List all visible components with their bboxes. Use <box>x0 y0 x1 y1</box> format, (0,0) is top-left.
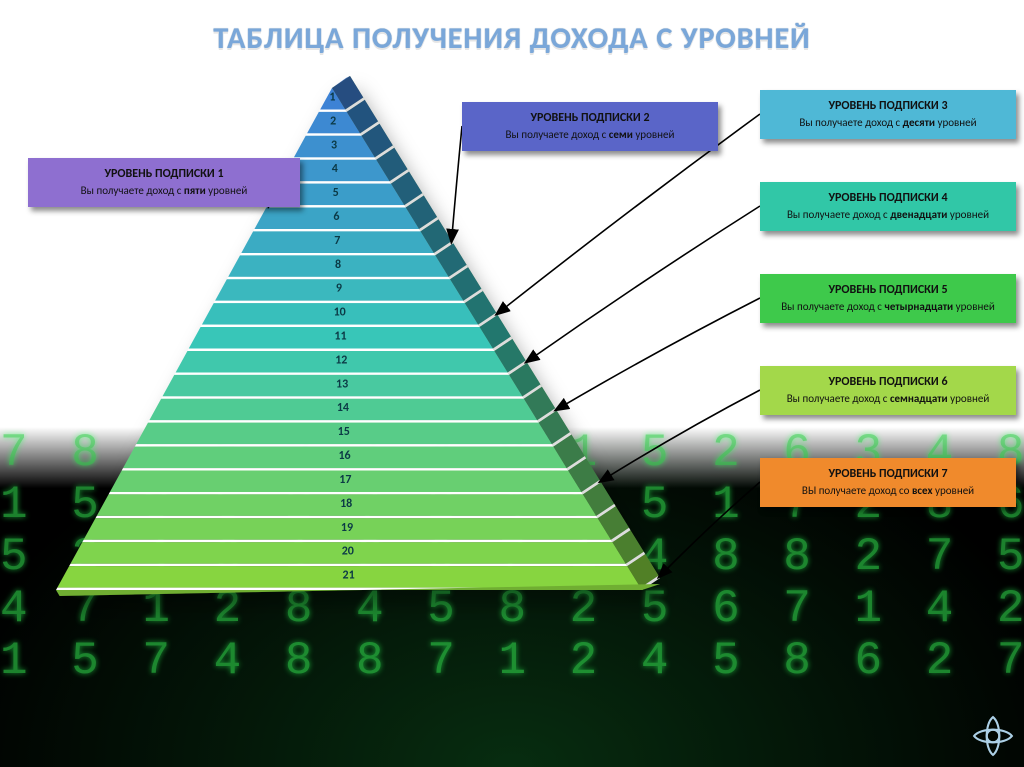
arrow-to-level-17 <box>599 390 760 482</box>
subscription-level-7-callout: УРОВЕНЬ ПОДПИСКИ 7 ВЫ получаете доход со … <box>760 458 1016 507</box>
pyramid-level-label: 14 <box>337 401 349 415</box>
pyramid-level-label: 6 <box>333 210 339 224</box>
pyramid-level-label: 3 <box>331 138 337 152</box>
callout-title: УРОВЕНЬ ПОДПИСКИ 4 <box>772 190 1004 206</box>
page-title: ТАБЛИЦА ПОЛУЧЕНИЯ ДОХОДА С УРОВНЕЙ <box>0 20 1024 57</box>
pyramid-level-label: 11 <box>334 330 346 344</box>
subscription-level-3-callout: УРОВЕНЬ ПОДПИСКИ 3 Вы получаете доход с д… <box>760 90 1016 139</box>
callout-title: УРОВЕНЬ ПОДПИСКИ 7 <box>772 466 1004 482</box>
logo-icon <box>972 715 1014 757</box>
pyramid-level-label: 4 <box>332 162 338 176</box>
pyramid-level-label: 16 <box>338 449 350 463</box>
pyramid-level-label: 21 <box>343 569 355 583</box>
callout-text: Вы получаете доход с семи уровней <box>506 128 675 141</box>
pyramid-level-label: 13 <box>336 377 348 391</box>
subscription-level-2-callout: УРОВЕНЬ ПОДПИСКИ 2 Вы получаете доход с с… <box>462 102 718 151</box>
arrow-to-level-21 <box>658 482 760 578</box>
subscription-level-6-callout: УРОВЕНЬ ПОДПИСКИ 6 Вы получаете доход с с… <box>760 366 1016 415</box>
subscription-level-4-callout: УРОВЕНЬ ПОДПИСКИ 4 Вы получаете доход с д… <box>760 182 1016 231</box>
callout-text: Вы получаете доход с пяти уровней <box>81 184 248 197</box>
callout-title: УРОВЕНЬ ПОДПИСКИ 6 <box>772 374 1004 390</box>
arrow-to-level-12 <box>525 206 760 363</box>
pyramid-level-label: 5 <box>333 186 339 200</box>
callout-text: ВЫ получаете доход со всех уровней <box>802 484 974 497</box>
pyramid-level-label: 15 <box>338 425 350 439</box>
callout-text: Вы получаете доход с десяти уровней <box>799 116 976 129</box>
callout-text: Вы получаете доход с четырнадцати уровне… <box>781 300 995 313</box>
pyramid-level-label: 12 <box>335 353 347 367</box>
callout-text: Вы получаете доход с двенадцати уровней <box>787 208 989 221</box>
subscription-level-5-callout: УРОВЕНЬ ПОДПИСКИ 5 Вы получаете доход с ч… <box>760 274 1016 323</box>
subscription-level-1-callout: УРОВЕНЬ ПОДПИСКИ 1 Вы получаете доход с п… <box>28 158 300 207</box>
pyramid-level-label: 2 <box>330 114 336 128</box>
callout-title: УРОВЕНЬ ПОДПИСКИ 1 <box>40 166 288 182</box>
arrow-to-level-7 <box>451 126 462 243</box>
pyramid-level-label: 1 <box>329 90 335 104</box>
callout-title: УРОВЕНЬ ПОДПИСКИ 2 <box>474 110 706 126</box>
pyramid-level-label: 7 <box>334 234 340 248</box>
pyramid-level-label: 17 <box>339 473 351 487</box>
arrow-to-level-14 <box>555 298 760 411</box>
pyramid-level-label: 9 <box>336 282 342 296</box>
callout-title: УРОВЕНЬ ПОДПИСКИ 5 <box>772 282 1004 298</box>
callout-title: УРОВЕНЬ ПОДПИСКИ 3 <box>772 98 1004 114</box>
pyramid-level-label: 10 <box>334 306 346 320</box>
callout-text: Вы получаете доход с семнадцати уровней <box>787 392 990 405</box>
pyramid-level-label: 20 <box>342 545 354 559</box>
pyramid-level-label: 19 <box>341 521 353 535</box>
pyramid-level-label: 18 <box>340 497 352 511</box>
pyramid-level-label: 8 <box>335 258 341 272</box>
